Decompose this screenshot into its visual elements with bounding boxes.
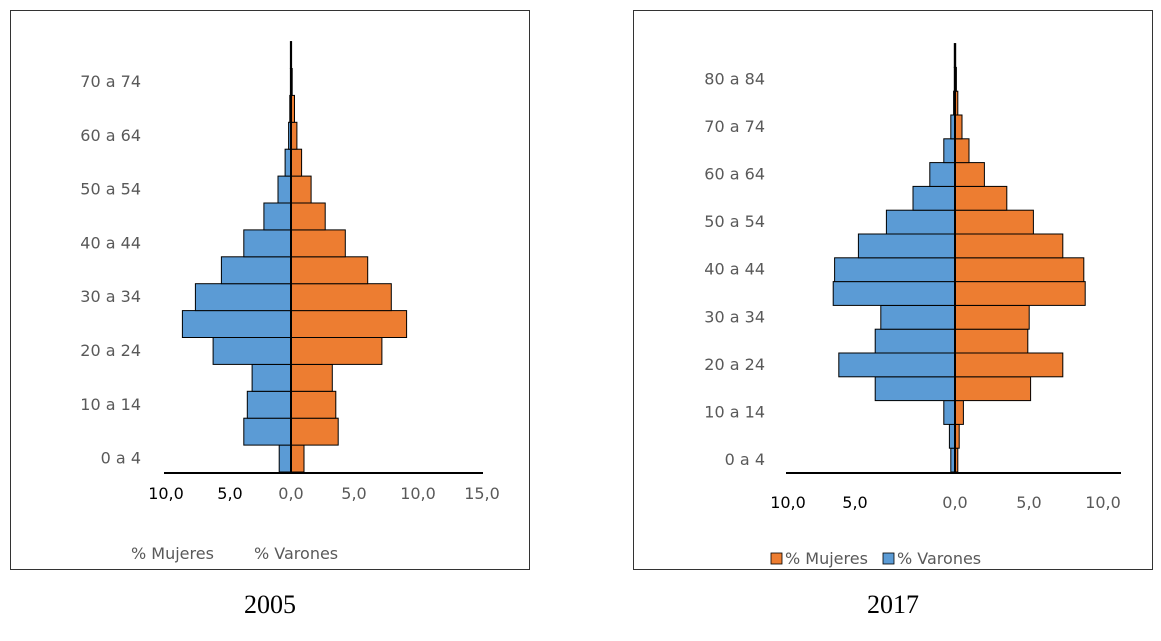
legend-label-2017-1: % Varones	[897, 549, 981, 568]
bar-left-2005-10	[277, 175, 292, 204]
y-tick-label-2017-4: 40 a 44	[704, 260, 765, 279]
bar-right-2017-7	[954, 281, 1086, 306]
bar-right-2017-8	[954, 257, 1085, 283]
y-tick-label-2005-4: 40 a 44	[80, 233, 141, 252]
bar-right-2017-2	[954, 400, 964, 425]
bar-left-2005-1	[243, 417, 292, 446]
bar-left-2017-6	[880, 304, 956, 330]
bar-right-2017-13	[954, 138, 970, 164]
bar-left-2005-9	[263, 202, 292, 231]
x-tick-label-2005-2: 0,0	[278, 484, 303, 503]
bar-left-2017-5	[874, 328, 956, 354]
y-tick-label-2017-6: 60 a 64	[704, 165, 765, 184]
pyramid-chart-2017: 0 a 4 10 a 14 20 a 24 30 a 34 40 a 44 50 a 54…	[704, 43, 1121, 568]
bar-right-2005-5	[290, 310, 408, 339]
bar-left-2017-10	[885, 209, 956, 235]
bar-right-2005-11	[290, 148, 303, 177]
bar-right-2017-3	[954, 376, 1032, 402]
y-tick-label-2017-3: 30 a 34	[704, 307, 765, 326]
legend-label-2017-0: % Mujeres	[785, 549, 868, 568]
y-tick-label-2017-2: 20 a 24	[704, 355, 765, 374]
bar-left-2005-7	[220, 256, 292, 285]
legend-label-2005-0: % Mujeres	[131, 544, 214, 563]
bar-right-2017-5	[954, 328, 1029, 354]
bar-left-2017-9	[857, 233, 956, 259]
x-tick-label-2017-1: 5,0	[842, 493, 867, 512]
bar-right-2005-2	[290, 390, 337, 419]
bar-right-2017-10	[954, 209, 1034, 235]
bar-right-2005-3	[290, 363, 333, 392]
bar-left-2017-11	[912, 185, 956, 211]
bar-left-2005-5	[181, 310, 292, 339]
y-tick-label-2005-1: 10 a 14	[80, 395, 141, 414]
y-tick-label-2005-7: 70 a 74	[80, 72, 141, 91]
bar-right-2017-9	[954, 233, 1064, 259]
x-tick-label-2005-4: 10,0	[400, 484, 436, 503]
y-tick-label-2005-6: 60 a 64	[80, 126, 141, 145]
x-tick-label-2017-2: 0,0	[942, 493, 967, 512]
bar-left-2017-8	[834, 257, 956, 283]
x-tick-label-2017-4: 10,0	[1085, 493, 1121, 512]
bar-right-2017-12	[954, 162, 985, 187]
chart-caption-2017: 2017	[867, 590, 919, 619]
chart-caption-2005: 2005	[244, 590, 296, 619]
bar-left-2005-2	[246, 390, 292, 419]
y-tick-label-2005-5: 50 a 54	[80, 180, 141, 199]
bar-right-2005-1	[290, 417, 339, 446]
bar-right-2005-0	[290, 444, 305, 473]
bar-left-2005-8	[243, 229, 292, 258]
legend-label-2005-1: % Varones	[254, 544, 338, 563]
bar-right-2017-4	[954, 352, 1064, 378]
x-tick-label-2005-3: 5,0	[341, 484, 366, 503]
y-tick-label-2017-1: 10 a 14	[704, 403, 765, 422]
bar-right-2005-4	[290, 337, 383, 365]
y-tick-label-2017-7: 70 a 74	[704, 117, 765, 136]
x-tick-label-2005-1: 5,0	[217, 484, 242, 503]
bar-left-2017-13	[943, 138, 956, 164]
pyramid-chart-2005: 0 a 4 10 a 14 20 a 24 30 a 34 40 a 44 50 a 54…	[80, 41, 500, 563]
x-tick-label-2017-3: 5,0	[1016, 493, 1041, 512]
bar-left-2017-4	[838, 352, 956, 378]
bar-left-2017-7	[832, 281, 956, 306]
bar-left-2005-6	[194, 283, 292, 312]
bar-right-2005-10	[290, 175, 312, 204]
bar-left-2005-0	[278, 444, 292, 473]
bar-right-2017-6	[954, 304, 1030, 330]
bar-right-2005-6	[290, 283, 392, 312]
x-tick-label-2005-5: 15,0	[464, 484, 500, 503]
bar-right-2017-14	[954, 114, 963, 140]
x-tick-label-2005-0: 10,0	[148, 484, 184, 503]
x-tick-label-2017-0: 10,0	[770, 493, 806, 512]
bar-right-2005-7	[290, 256, 369, 285]
y-tick-label-2005-0: 0 a 4	[101, 449, 141, 468]
bar-left-2005-4	[212, 337, 292, 365]
bar-right-2017-11	[954, 185, 1008, 211]
chart-panel-2005: 0 a 4 10 a 14 20 a 24 30 a 34 40 a 44 50 a 54…	[10, 10, 530, 570]
bar-left-2017-3	[874, 376, 956, 402]
bar-right-2005-9	[290, 202, 326, 231]
chart-panel-2017: 0 a 4 10 a 14 20 a 24 30 a 34 40 a 44 50 a 54…	[633, 10, 1153, 570]
legend-swatch-2017-1	[882, 552, 895, 565]
y-tick-label-2017-8: 80 a 84	[704, 69, 765, 88]
y-tick-label-2017-5: 50 a 54	[704, 212, 765, 231]
bar-left-2017-12	[929, 162, 956, 187]
bar-left-2005-3	[251, 363, 292, 392]
y-tick-label-2017-0: 0 a 4	[725, 450, 765, 469]
y-tick-label-2005-3: 30 a 34	[80, 287, 141, 306]
bar-right-2005-8	[290, 229, 346, 258]
bar-left-2017-2	[943, 400, 956, 425]
y-tick-label-2005-2: 20 a 24	[80, 341, 141, 360]
legend-swatch-2017-0	[770, 552, 783, 565]
